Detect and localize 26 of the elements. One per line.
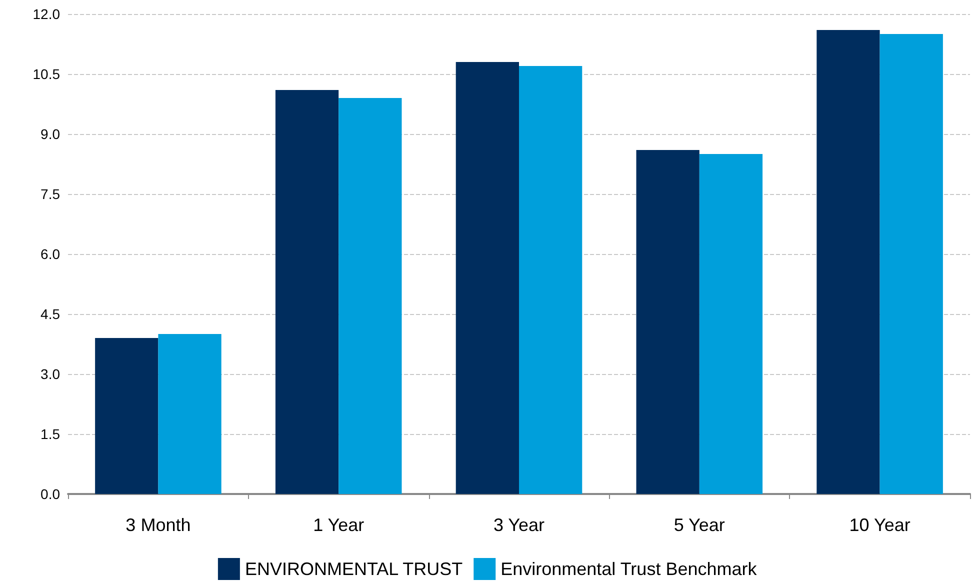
bar xyxy=(338,98,402,494)
y-tick-label: 12.0 xyxy=(32,6,60,22)
legend-label: Environmental Trust Benchmark xyxy=(500,559,758,579)
bar xyxy=(519,66,582,494)
bar xyxy=(275,90,339,494)
x-tick-label: 10 Year xyxy=(849,515,910,535)
bar xyxy=(456,62,519,494)
y-tick-label: 4.5 xyxy=(40,306,60,322)
x-tick-label: 3 Year xyxy=(493,515,545,535)
y-tick-label: 10.5 xyxy=(32,66,60,82)
bar xyxy=(636,150,700,494)
y-tick-label: 7.5 xyxy=(40,186,60,202)
y-tick-label: 0.0 xyxy=(40,486,60,502)
legend-label: ENVIRONMENTAL TRUST xyxy=(244,559,463,579)
x-tick-label: 5 Year xyxy=(674,515,725,535)
y-tick-label: 3.0 xyxy=(40,366,60,382)
y-tick-label: 9.0 xyxy=(40,126,60,142)
bar xyxy=(95,338,158,494)
bar xyxy=(880,34,943,494)
y-tick-label: 6.0 xyxy=(40,246,60,262)
bar xyxy=(699,154,763,494)
y-tick-label: 1.5 xyxy=(40,426,60,442)
x-tick-label: 3 Month xyxy=(126,515,191,535)
x-tick-label: 1 Year xyxy=(313,515,364,535)
bar xyxy=(816,30,880,494)
bar xyxy=(158,334,222,494)
